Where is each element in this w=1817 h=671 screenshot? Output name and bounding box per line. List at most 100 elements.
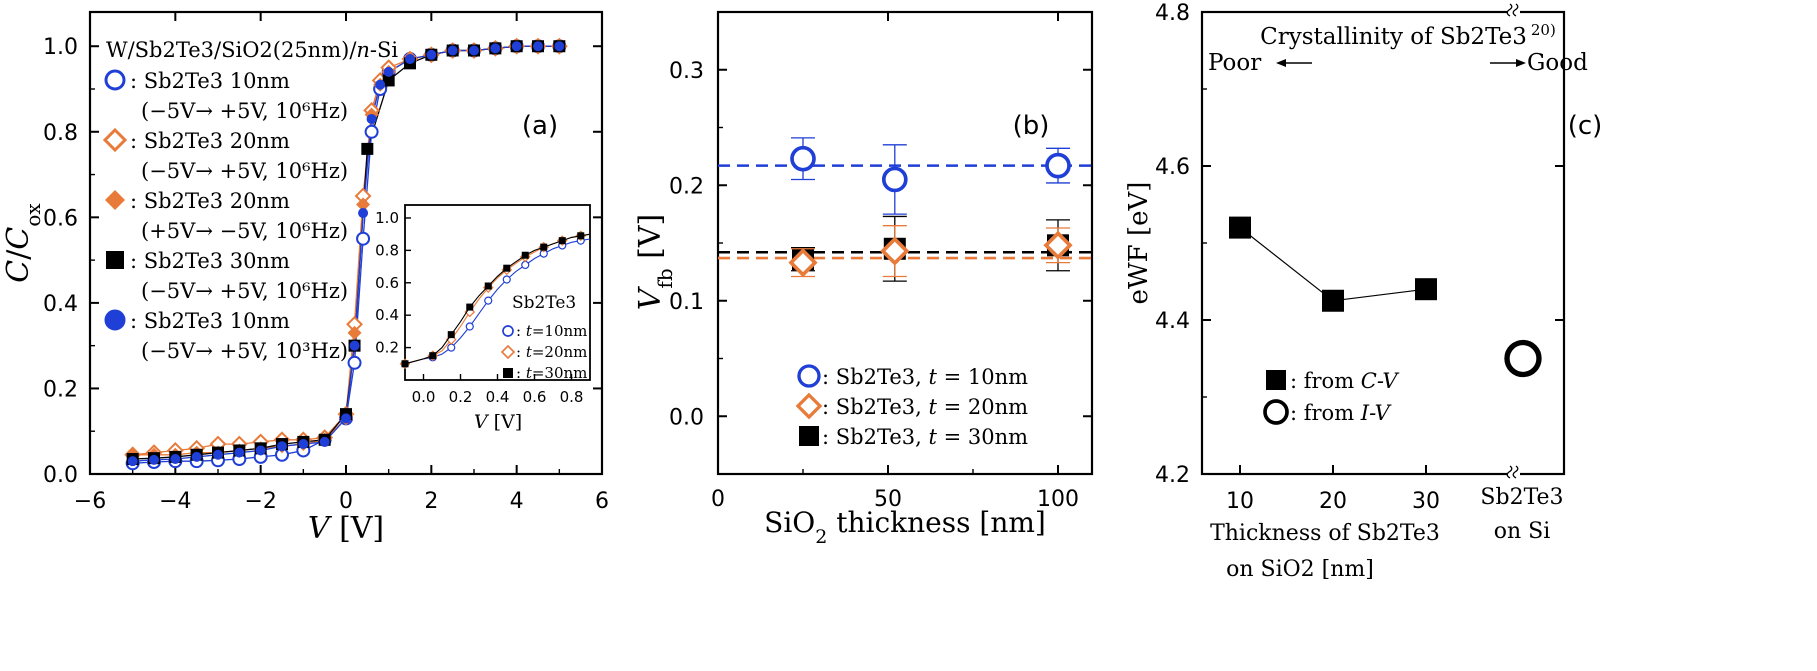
inset-data-point (502, 275, 511, 284)
inset-data-point (429, 352, 437, 360)
y-tick-label: 0.2 (43, 377, 78, 402)
inset-legend-part: : (516, 322, 526, 340)
panel-c-side-label-line1: Sb2Te3 (1480, 485, 1563, 510)
x-tick-label: −2 (244, 489, 276, 514)
legend-title-part: -Si (370, 38, 398, 62)
x-tick-label: −4 (159, 489, 191, 514)
data-point (426, 49, 437, 60)
x-tick-label: 6 (595, 489, 609, 514)
inset-legend-label: : t=20nm (516, 343, 587, 361)
panel-c-side-label-line2: on Si (1494, 519, 1551, 544)
data-point (127, 456, 138, 467)
data-point (349, 340, 360, 351)
data-point (1229, 216, 1251, 239)
data-point (255, 445, 266, 456)
data-point (880, 236, 910, 266)
inset-legend-part: t (526, 322, 533, 340)
data-point (533, 41, 543, 52)
data-point (1322, 289, 1344, 312)
legend-label: : Sb2Te3 20nm (130, 189, 290, 213)
legend-marker (1266, 370, 1286, 390)
crystallinity-good-label: Good (1527, 50, 1588, 76)
legend-title-part: n (356, 38, 370, 62)
inset-x-tick-label: 0.8 (560, 388, 584, 406)
data-point (213, 449, 223, 460)
legend-label: : Sb2Te3 10nm (130, 69, 290, 93)
data-point (469, 45, 479, 56)
data-point (1045, 152, 1071, 179)
inset-data-point (558, 237, 566, 245)
legend-marker (104, 69, 126, 91)
panel-b-ylabel: Vfb [V] (633, 214, 677, 311)
inset-legend-label: : t=10nm (516, 322, 587, 340)
y-tick-label: 4.4 (1155, 309, 1190, 334)
arrow-left-icon (1276, 59, 1312, 67)
legend-part: = 10nm (937, 365, 1028, 389)
data-point (366, 113, 377, 124)
x-tick-label: 0 (711, 487, 725, 512)
panel-b-ticks: 0 50 100 0.0 0.1 0.2 0.3 (669, 12, 1092, 512)
y-tick-label: 0.1 (669, 290, 704, 315)
legend-title-part: W/Sb2Te3/SiO2(25nm)/ (106, 38, 357, 62)
x-tick-label: 2 (424, 489, 438, 514)
legend-part: I-V (1360, 401, 1392, 425)
inset-x-tick-label: 0.0 (412, 388, 436, 406)
data-point (881, 166, 908, 193)
data-point (554, 41, 565, 52)
data-point (788, 248, 818, 278)
legend-label: : Sb2Te3 10nm (130, 309, 290, 333)
inset-y-tick-label: 0.2 (375, 339, 399, 357)
axis-break-top-icon (1506, 2, 1520, 22)
legend-label: : Sb2Te3 20nm (130, 129, 290, 153)
legend-label: : Sb2Te3 30nm (130, 249, 290, 273)
data-point (277, 441, 287, 452)
inset-legend-part: : (516, 364, 526, 382)
panel-b-xlabel: SiO2 thickness [nm] (764, 506, 1046, 548)
inset-series (399, 230, 591, 370)
panel-a-legend-title: W/Sb2Te3/SiO2(25nm)/n-Si (106, 38, 398, 62)
data-point (234, 447, 245, 458)
data-point (790, 145, 816, 172)
inset-data-point (484, 282, 492, 290)
data-point (511, 41, 522, 52)
legend-sublabel: (−5V→ +5V, 10⁶Hz) (141, 99, 348, 123)
data-point (347, 325, 362, 340)
legend-marker (1263, 399, 1289, 425)
data-point (382, 74, 395, 87)
crystallinity-poor-label: Poor (1208, 50, 1261, 76)
legend-part: = 30nm (937, 425, 1028, 449)
legend-part: : Sb2Te3, (822, 395, 928, 419)
inset-legend-part: t (526, 343, 533, 361)
data-point (405, 54, 415, 65)
inset-legend-marker (500, 344, 516, 360)
x-tick-label: 4 (510, 489, 524, 514)
panel-b-series (718, 137, 1092, 282)
arrow-right-icon (1490, 59, 1526, 67)
legend-part: : from (1290, 369, 1361, 393)
y-tick-label: 1.0 (43, 35, 78, 60)
panel-a-xlabel: V [V] (308, 511, 384, 546)
panel-c-xlabel-line2: on SiO2 [nm] (1226, 557, 1374, 582)
x-tick-label: 50 (874, 487, 902, 512)
panel-c-legend: : from C-V: from I-V (1263, 369, 1399, 425)
legend-label: : from I-V (1290, 401, 1392, 425)
y-tick-label: 0.8 (43, 121, 78, 146)
inset-data-point (465, 322, 474, 331)
panel-b-legend: : Sb2Te3, t = 10nm: Sb2Te3, t = 20nm: Sb… (795, 364, 1028, 449)
inset-y-tick-label: 0.8 (375, 241, 399, 259)
data-point (1043, 230, 1073, 260)
inset-data-point (503, 264, 511, 272)
inset-data-point (466, 303, 474, 311)
inset-legend-part: =10nm (532, 322, 588, 340)
legend-sublabel: (+5V→ −5V, 10⁶Hz) (141, 219, 348, 243)
legend-marker (104, 309, 126, 331)
panel-c-series (1229, 216, 1542, 378)
legend-marker (105, 190, 125, 210)
data-point (361, 142, 374, 155)
data-point (447, 45, 458, 56)
legend-marker (797, 364, 821, 388)
legend-marker (799, 426, 819, 446)
data-point (383, 66, 394, 77)
data-point (358, 208, 369, 219)
